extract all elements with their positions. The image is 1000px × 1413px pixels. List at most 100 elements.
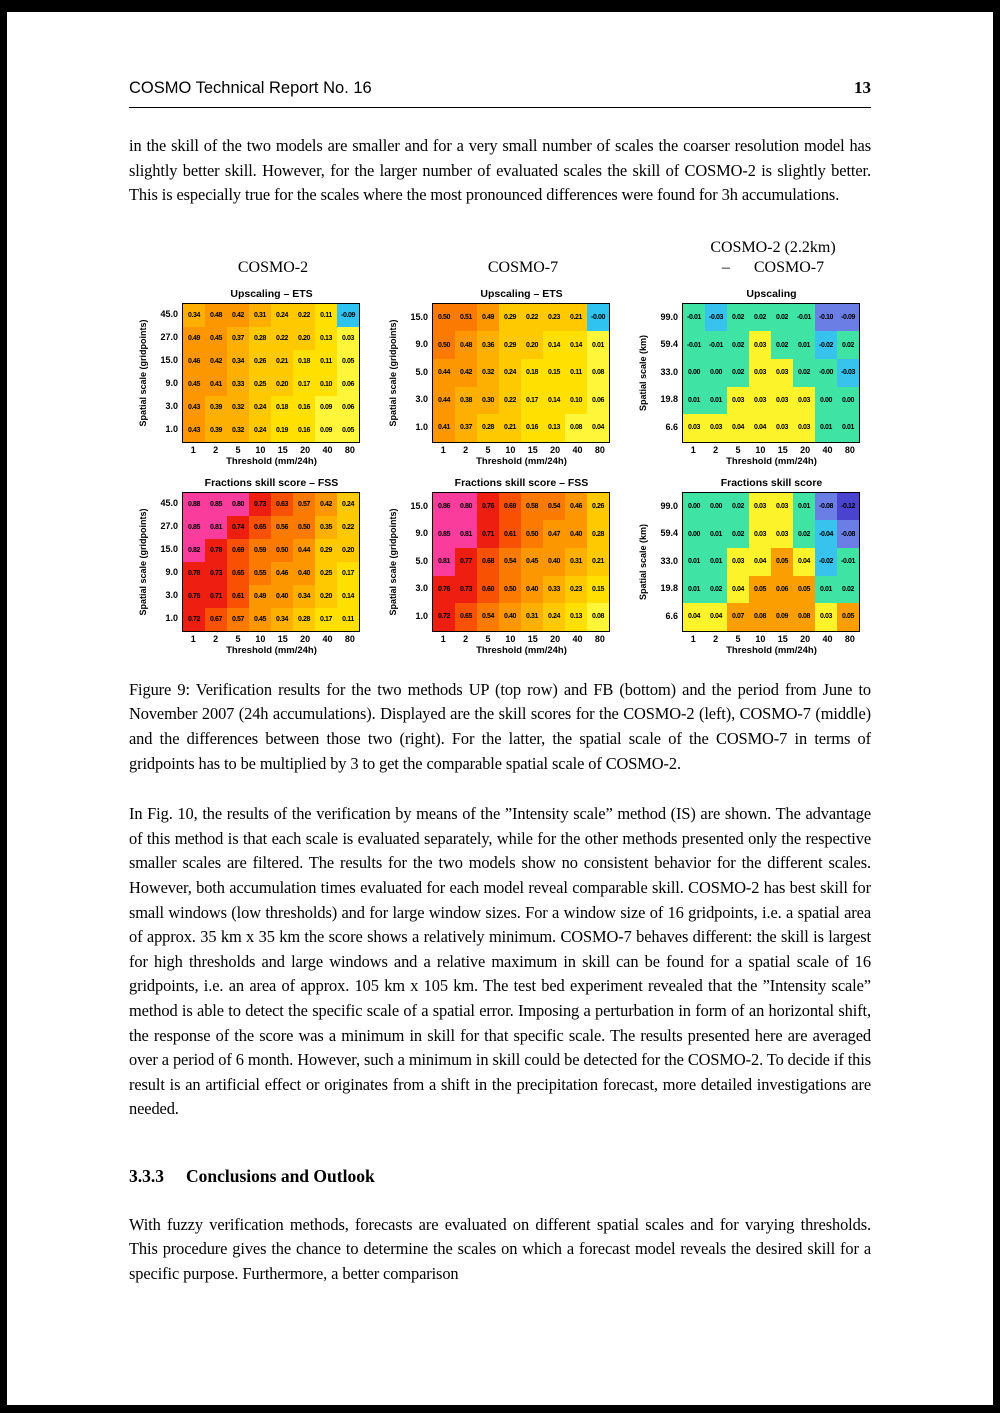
heatmap-cell: 0.69 [227, 538, 249, 562]
x-tick: 2 [463, 444, 469, 455]
heatmap-cell: 0.41 [433, 414, 455, 442]
heatmap-cell: 0.06 [337, 395, 359, 419]
heatmap-cell: 0.73 [249, 492, 271, 516]
heatmap-cell: 0.01 [815, 414, 837, 442]
heatmap-cell: 0.08 [587, 603, 609, 631]
heatmap-cell: 0.01 [705, 520, 727, 548]
y-axis-label: Spatial scale (km) [636, 303, 650, 443]
heatmap-cell: 0.35 [315, 515, 337, 539]
heatmap-cell: -0.08 [837, 520, 859, 548]
heatmap-cell: 0.42 [315, 492, 337, 516]
heatmap-title: Fractions skill score – FSS [454, 476, 589, 489]
x-axis-label: Threshold (mm/24h) [226, 455, 317, 467]
heatmap-cell: 0.03 [705, 414, 727, 442]
heatmap-cell: 0.03 [771, 414, 793, 442]
heatmap-cell: 0.00 [705, 358, 727, 387]
heatmap-cell: 0.04 [749, 547, 771, 576]
heatmap-cell: 0.22 [271, 326, 293, 350]
heatmap-cell: 0.17 [337, 561, 359, 585]
x-tick: 15 [277, 444, 288, 455]
heatmap-cell: 0.03 [727, 386, 749, 415]
heatmap-cell: 0.19 [271, 418, 293, 442]
x-tick: 20 [800, 444, 811, 455]
x-tick: 20 [300, 633, 311, 644]
section-number: 3.3.3 [129, 1165, 164, 1186]
x-tick-labels: 1 2 5 10 15 20 40 80 [432, 445, 611, 455]
x-tick: 40 [822, 633, 833, 644]
x-tick: 5 [485, 633, 491, 644]
y-axis-label-text: Spatial scale (gridpoints) [138, 319, 148, 427]
x-tick: 20 [550, 633, 561, 644]
heatmap-cell: -0.08 [815, 492, 837, 521]
x-tick: 2 [713, 444, 719, 455]
heatmap-cell: 0.02 [793, 358, 815, 387]
heatmap-cell: 0.18 [521, 358, 543, 387]
y-tick: 15.0 [160, 544, 178, 555]
heatmap-cell: 0.02 [727, 492, 749, 521]
x-tick: 80 [594, 444, 605, 455]
heatmap-cell: 0.06 [587, 386, 609, 415]
heatmap-cell: 0.49 [183, 326, 205, 350]
heatmap-cell: 0.18 [293, 349, 315, 373]
heatmap-cell: 0.04 [727, 414, 749, 442]
x-tick: 40 [322, 444, 333, 455]
heatmap-cell: 0.01 [793, 492, 815, 521]
heatmap-cell: 0.04 [793, 547, 815, 576]
heatmap-cell: 0.40 [543, 547, 565, 576]
y-tick: 27.0 [160, 521, 178, 532]
heatmap-cell: 0.46 [183, 349, 205, 373]
heatmap-panel: Fractions skill score – FSS Spatial scale… [386, 477, 614, 656]
y-tick: 9.0 [415, 339, 428, 350]
heatmap-cell: 0.50 [499, 575, 521, 604]
x-tick: 10 [505, 444, 516, 455]
heatmap-cell: 0.13 [565, 603, 587, 631]
x-tick-labels: 1 2 5 10 15 20 40 80 [182, 445, 361, 455]
heatmap-cell: 0.08 [565, 414, 587, 442]
heatmap-cell: 0.65 [227, 561, 249, 585]
heatmap-cell: 0.18 [271, 395, 293, 419]
heatmap-cell: 0.05 [793, 575, 815, 604]
heatmap-cell: 0.38 [455, 386, 477, 415]
y-tick: 19.8 [660, 583, 678, 594]
heatmap-cell: 0.04 [705, 603, 727, 631]
heatmap-cell: 0.21 [271, 349, 293, 373]
heatmap-cell: 0.05 [837, 603, 859, 631]
heatmap-cell: 0.03 [727, 547, 749, 576]
y-tick: 9.0 [415, 528, 428, 539]
heatmap-cell: 0.03 [815, 603, 837, 631]
x-tick: 10 [505, 633, 516, 644]
heatmap-cell: 0.20 [293, 326, 315, 350]
heatmap-cell: 0.01 [705, 386, 727, 415]
heatmap-cell: 0.03 [771, 358, 793, 387]
heatmap-cell: 0.20 [337, 538, 359, 562]
heatmap-cell: 0.06 [771, 575, 793, 604]
x-tick: 5 [485, 444, 491, 455]
y-axis-label: Spatial scale (gridpoints) [386, 303, 400, 443]
x-tick: 40 [322, 633, 333, 644]
heatmap-cell: 0.00 [683, 492, 705, 521]
heatmap-cell: -0.01 [705, 331, 727, 359]
heatmap-plot-row: Spatial scale (gridpoints) 45.0 27.0 15.0 9.… [136, 491, 364, 632]
figure-column-titles: COSMO-2 COSMO-7 COSMO-2 (2.2km) – COSMO-… [129, 234, 871, 278]
x-tick: 2 [213, 444, 219, 455]
heatmap-cell: 0.02 [727, 303, 749, 332]
heatmap-cell: 0.61 [499, 520, 521, 548]
heatmap-cell: -0.02 [815, 547, 837, 576]
heatmap-panel: Upscaling – ETS Spatial scale (gridpoints… [386, 288, 614, 467]
x-tick: 80 [844, 633, 855, 644]
heatmap-cell: 0.50 [433, 303, 455, 332]
x-tick: 20 [550, 444, 561, 455]
y-tick: 3.0 [415, 394, 428, 405]
heatmap-cell: 0.36 [477, 331, 499, 359]
y-tick: 19.8 [660, 394, 678, 405]
heatmap-cell: 0.71 [205, 584, 227, 608]
heatmap-cell: 0.03 [793, 414, 815, 442]
x-tick: 15 [527, 633, 538, 644]
heatmap-cell: 0.33 [227, 372, 249, 396]
heatmap-cell: 0.75 [183, 584, 205, 608]
heatmap-cell: 0.16 [521, 414, 543, 442]
heatmap-cell: 0.14 [565, 331, 587, 359]
heatmap-cell: 0.78 [205, 538, 227, 562]
y-axis-label-text: Spatial scale (gridpoints) [388, 319, 398, 427]
y-tick: 1.0 [165, 613, 178, 624]
